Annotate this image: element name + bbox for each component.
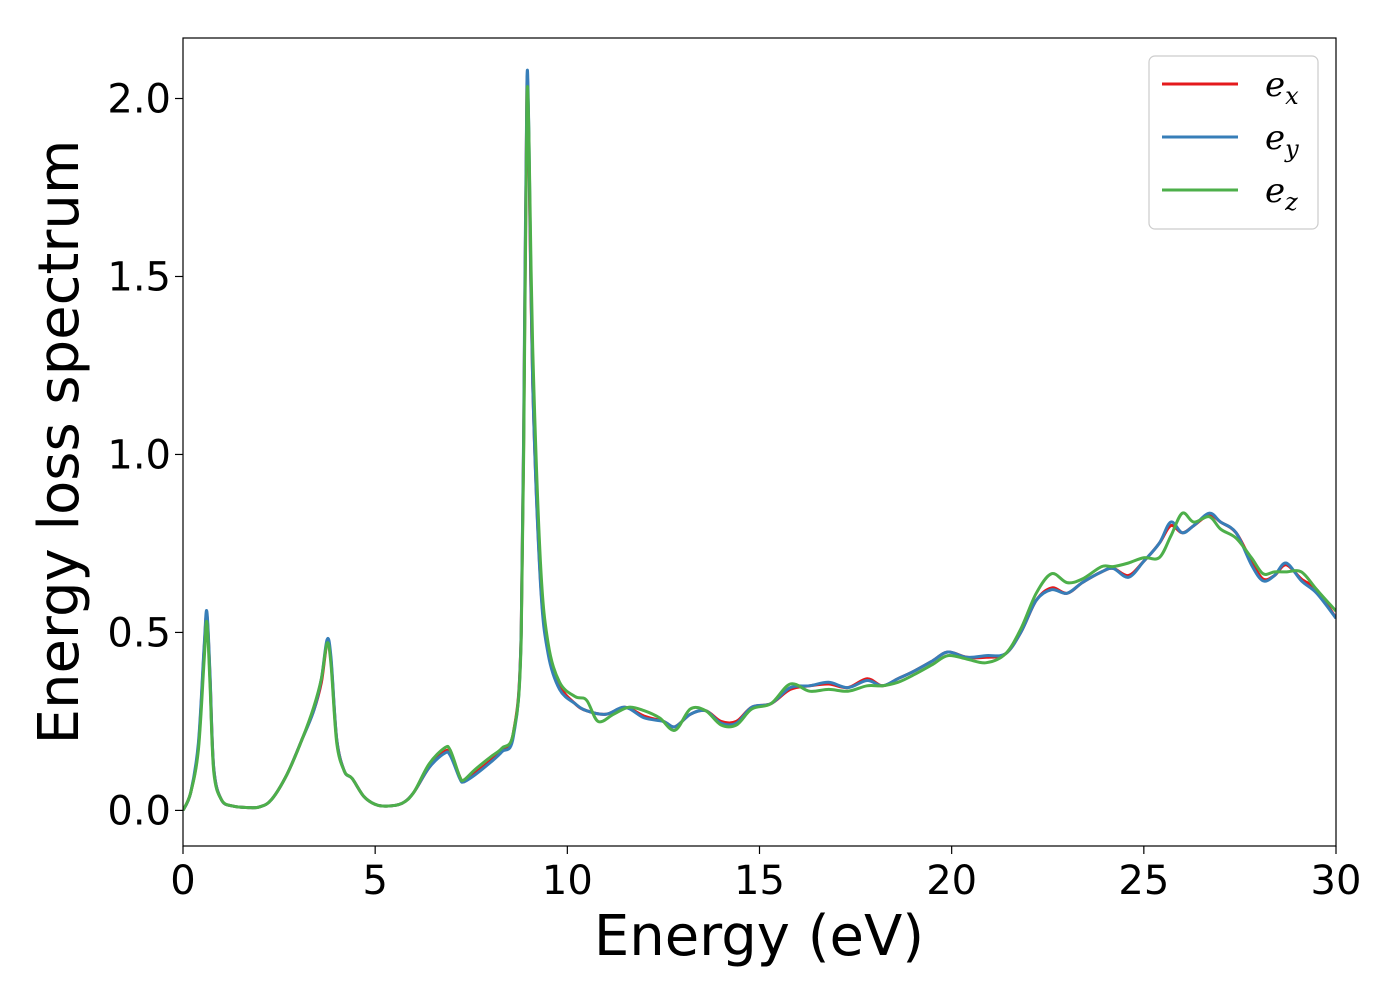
y-axis-label: Energy loss spectrum xyxy=(27,140,92,745)
x-tick-label: 30 xyxy=(1311,858,1362,904)
x-tick-label: 15 xyxy=(734,858,785,904)
legend-box xyxy=(1148,55,1319,230)
legend-label-subscript: x xyxy=(1285,82,1299,110)
y-tick-label: 1.5 xyxy=(107,254,171,300)
legend-label-subscript: z xyxy=(1284,188,1298,216)
x-tick-label: 10 xyxy=(542,858,593,904)
legend-label-subscript: y xyxy=(1284,135,1299,163)
y-axis: 0.0 0.5 1.0 1.5 2.0 xyxy=(107,77,183,834)
y-tick-label: 2.0 xyxy=(107,77,171,123)
x-tick-label: 20 xyxy=(926,858,977,904)
legend-label-e-x: ex xyxy=(1265,65,1299,110)
x-tick-label: 0 xyxy=(170,858,195,904)
y-tick-label: 0.5 xyxy=(107,610,171,656)
x-tick-label: 5 xyxy=(362,858,387,904)
series-line-e-z xyxy=(183,85,1336,812)
x-tick-label: 25 xyxy=(1118,858,1169,904)
y-tick-label: 0.0 xyxy=(107,788,171,834)
x-axis: 0 5 10 15 20 25 30 xyxy=(170,846,1361,904)
legend-label-e-y: ey xyxy=(1265,118,1299,163)
x-axis-label: Energy (eV) xyxy=(594,904,924,969)
series-layer xyxy=(183,68,1336,812)
y-tick-label: 1.0 xyxy=(107,432,171,478)
